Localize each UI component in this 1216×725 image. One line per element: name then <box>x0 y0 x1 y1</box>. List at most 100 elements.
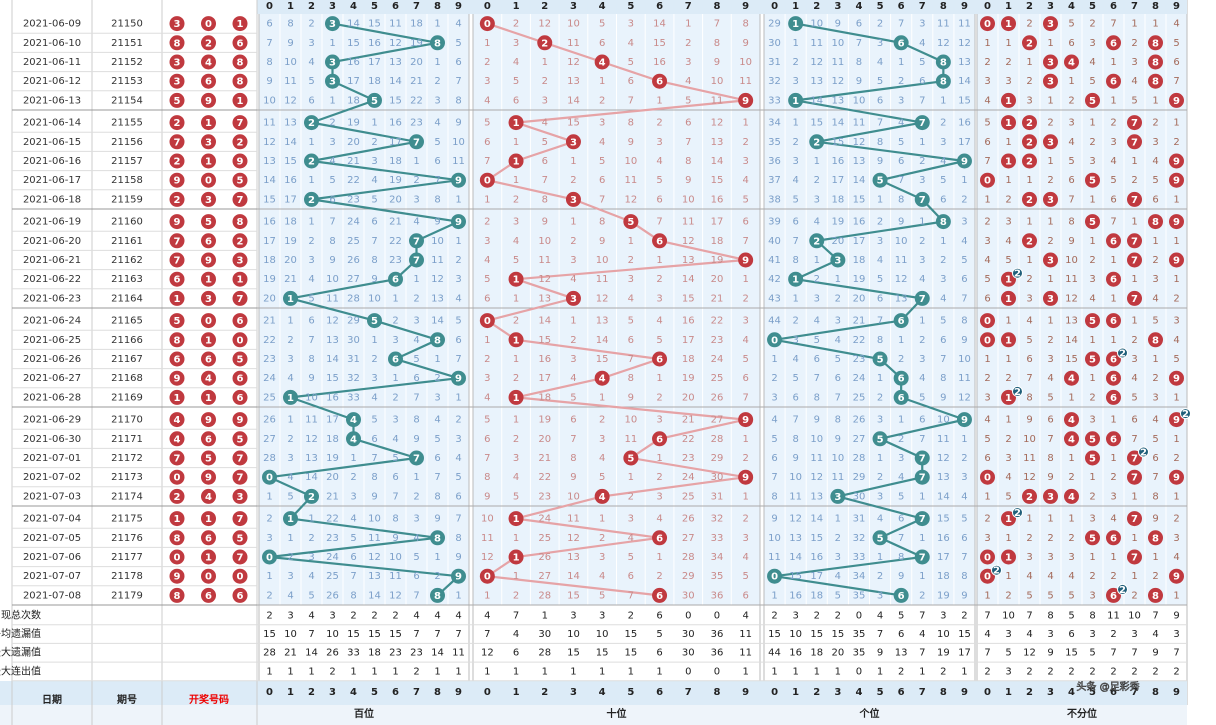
issue: 21168 <box>111 373 143 384</box>
hit-ball <box>508 115 524 131</box>
hit-ball <box>508 549 524 565</box>
hit-ball <box>1106 431 1121 447</box>
omission: 5 <box>1068 590 1074 601</box>
omission: 2 <box>1068 472 1074 483</box>
omission: 26 <box>263 415 276 426</box>
stat-value: 10 <box>596 629 609 640</box>
stat-label: 最大遗漏值 <box>0 646 41 659</box>
omission: 1 <box>1005 38 1011 49</box>
omission: 32 <box>711 514 724 525</box>
omission: 5 <box>308 293 314 304</box>
hit-ball <box>430 35 445 51</box>
hit-number: 6 <box>898 393 905 404</box>
omission: 16 <box>711 194 724 205</box>
omission: 5 <box>792 373 798 384</box>
omission: 23 <box>711 335 724 346</box>
stat-value: 18 <box>810 648 823 659</box>
omission: 4 <box>656 156 662 167</box>
stat-value: 4 <box>413 610 419 621</box>
footer-digit: 0 <box>984 687 991 698</box>
win-ball <box>232 549 248 565</box>
omission: 1 <box>685 19 691 30</box>
header-digit: 8 <box>1152 1 1159 12</box>
hit-ball <box>1106 370 1121 386</box>
hit-number: 7 <box>1131 553 1138 564</box>
omission: 1 <box>919 491 925 502</box>
omission: 13 <box>682 255 695 266</box>
win-number: 6 <box>205 236 212 247</box>
stat-value: 7 <box>1026 610 1032 621</box>
hit-number: 5 <box>371 316 378 327</box>
win-number: 6 <box>205 355 212 366</box>
hit-ball <box>1106 530 1121 546</box>
stat-value: 7 <box>1173 648 1179 659</box>
win-ball <box>232 450 248 466</box>
omission: 1 <box>413 274 419 285</box>
omission: 3 <box>599 118 605 129</box>
omission: 7 <box>771 472 777 483</box>
hit-number: 9 <box>742 96 749 107</box>
omission: 3 <box>919 19 925 30</box>
omission: 4 <box>1110 156 1116 167</box>
omission: 6 <box>599 175 605 186</box>
win-ball <box>169 16 185 32</box>
hit-number: 9 <box>1173 415 1180 426</box>
hit-number: 6 <box>656 77 663 88</box>
omission: 3 <box>961 217 967 228</box>
footer-digit: 4 <box>599 687 606 698</box>
omission: 1 <box>1089 373 1095 384</box>
omission: 11 <box>958 19 971 30</box>
omission: 14 <box>789 552 802 563</box>
footer-digit: 6 <box>1110 687 1117 698</box>
hit-number: 3 <box>1047 19 1054 30</box>
hit-ball <box>283 389 298 405</box>
omission: 2 <box>1152 255 1158 266</box>
stat-value: 30 <box>682 648 695 659</box>
omission: 5 <box>1173 354 1179 365</box>
win-ball <box>201 115 216 131</box>
omission: 21 <box>682 415 695 426</box>
omission: 8 <box>308 354 314 365</box>
footer-digit: 9 <box>961 687 968 698</box>
omission: 1 <box>1110 255 1116 266</box>
hit-number: 1 <box>287 514 294 525</box>
hit-number: 7 <box>919 294 926 305</box>
win-ball <box>232 233 248 249</box>
omission: 3 <box>1089 590 1095 601</box>
hit-number: 6 <box>392 355 399 366</box>
hit-ball <box>914 115 930 131</box>
omission: 4 <box>1110 514 1116 525</box>
omission: 6 <box>1026 354 1032 365</box>
stat-value: 9 <box>877 648 883 659</box>
win-ball <box>232 73 248 89</box>
date: 2021-06-23 <box>23 293 81 304</box>
hit-number: 9 <box>1173 256 1180 267</box>
omission: 27 <box>263 434 276 445</box>
omission: 7 <box>714 19 720 30</box>
omission: 6 <box>513 95 519 106</box>
hit-number: 5 <box>877 434 884 445</box>
hit-number: 8 <box>1152 335 1159 346</box>
omission: 1 <box>1173 434 1179 445</box>
hit-ball <box>451 568 466 584</box>
omission: 15 <box>853 194 866 205</box>
stat-value: 11 <box>739 648 752 659</box>
omission: 2 <box>513 194 519 205</box>
issue: 21177 <box>111 552 143 563</box>
omission: 2 <box>1110 472 1116 483</box>
omission: 9 <box>877 156 883 167</box>
footer-digit: 4 <box>350 687 357 698</box>
hit-number: 7 <box>1131 473 1138 484</box>
win-ball <box>232 389 248 405</box>
issue: 21151 <box>111 38 143 49</box>
hit-number: 3 <box>1047 77 1054 88</box>
header-digit: 6 <box>898 1 905 12</box>
hit-ball <box>1148 587 1163 603</box>
hit-number: 0 <box>266 553 273 564</box>
omission: 3 <box>542 95 548 106</box>
omission: 6 <box>742 590 748 601</box>
omission: 10 <box>810 19 823 30</box>
hit-number: 3 <box>1047 492 1054 503</box>
footer-digit: 5 <box>627 687 634 698</box>
footer-digit: 3 <box>329 687 336 698</box>
